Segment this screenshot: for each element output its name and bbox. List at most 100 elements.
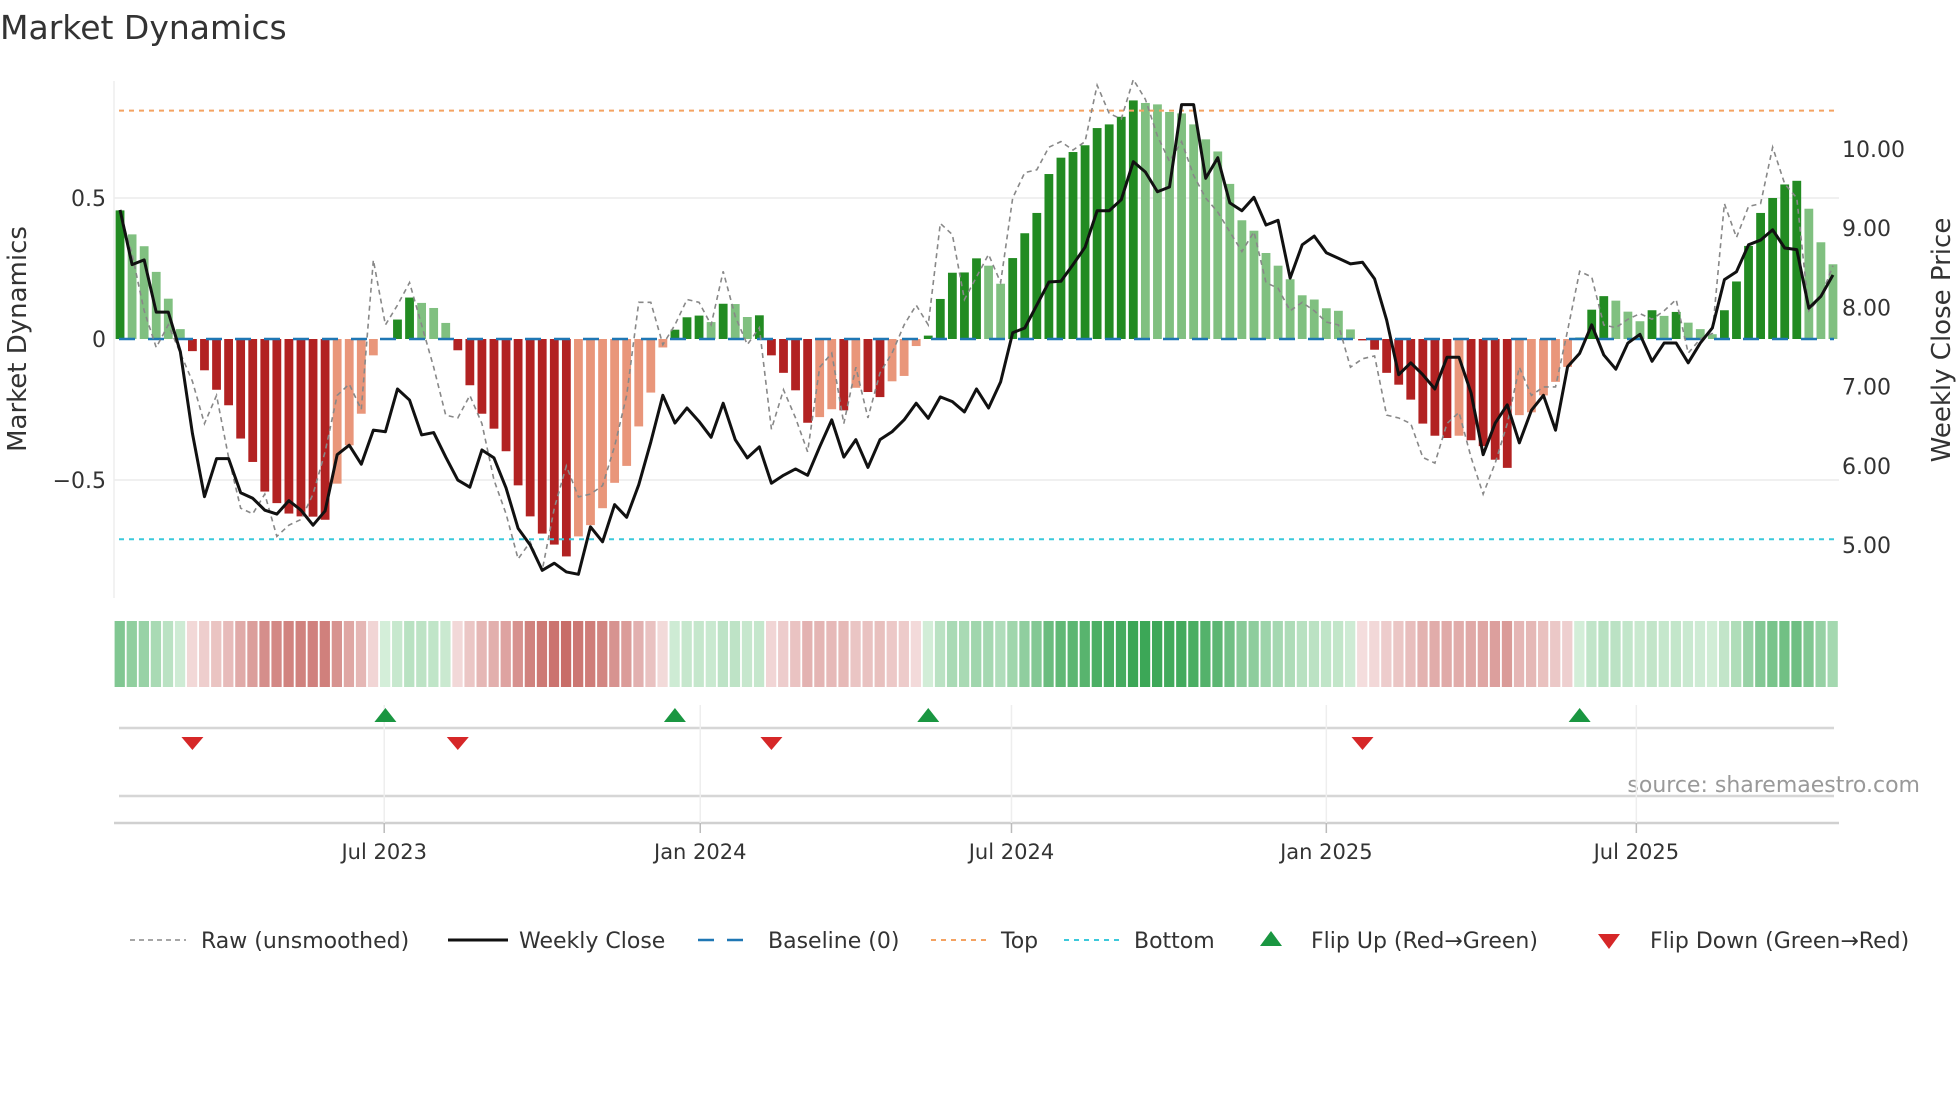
heat-cell [1296,621,1308,687]
momentum-bar [453,339,463,351]
heat-cell [1284,621,1295,687]
momentum-bar [1080,145,1090,339]
heat-cell [476,621,487,687]
heat-cell [1598,621,1609,687]
y2-tick-label: 7.00 [1842,376,1891,401]
flip-up-marker [374,708,397,722]
momentum-bar [163,298,173,339]
heat-cell [488,621,499,687]
momentum-bar [188,339,197,352]
momentum-bar [1792,180,1802,339]
heat-cell [404,621,415,687]
momentum-bar [1297,295,1307,339]
heat-cell [199,621,210,687]
momentum-bar [549,339,559,545]
momentum-bar [694,315,704,339]
momentum-bar [537,339,547,534]
momentum-bar [1237,220,1247,339]
heat-cell [126,621,137,687]
flip-up-marker [917,708,940,722]
heat-cell [331,621,342,687]
momentum-bar [984,265,993,339]
momentum-bar [1020,233,1030,339]
heat-cell [838,621,849,687]
heat-cell [946,621,958,687]
heat-cell [765,621,777,687]
momentum-bar [272,339,282,504]
momentum-bar [1780,184,1790,339]
momentum-bar [1478,339,1488,447]
momentum-bar [1008,258,1018,339]
momentum-bar [1406,339,1416,400]
heat-cell [693,621,704,687]
legend-label: Flip Up (Red→Green) [1311,929,1538,954]
heat-cell [1357,621,1368,687]
momentum-bar [1816,242,1826,339]
y-tick-label: 0.5 [71,187,106,212]
momentum-bar [1068,152,1078,339]
momentum-bar [960,272,969,339]
heat-cell [1417,621,1428,687]
momentum-bar [561,339,571,557]
momentum-bar [296,339,306,517]
gridlines [113,81,1839,598]
momentum-bar [1768,198,1778,339]
heat-cell [162,621,174,687]
momentum-bar [465,339,475,386]
momentum-bar [1177,113,1186,340]
momentum-bar [1563,339,1572,367]
momentum-bar [1358,339,1367,341]
momentum-bar [489,339,499,429]
heat-cell [1176,621,1187,687]
heat-cell [524,621,536,687]
momentum-bar [767,339,776,356]
y-axis-label: Market Dynamics [3,226,33,452]
momentum-bar [1720,310,1729,339]
chart-title: Market Dynamics [0,8,287,47]
momentum-bar [284,339,294,514]
momentum-bar [1551,339,1560,382]
heat-cell [1320,621,1332,687]
heat-cell [1755,621,1766,687]
momentum-bar [598,339,607,509]
legend-label: Top [1000,929,1038,954]
heat-cell [621,621,632,687]
heat-cell [1139,621,1151,687]
momentum-bar [1370,339,1379,350]
heat-cell [1706,621,1718,687]
heat-cell [1272,621,1283,687]
x-tick-label: Jan 2025 [1278,840,1373,864]
series-lines [118,77,1835,576]
legend-item-flip-up: Flip Up (Red→Green) [1260,929,1538,954]
legend-item-bottom: Bottom [1064,929,1215,954]
momentum-bar [477,339,487,414]
heat-cell [1646,621,1657,687]
momentum-bar [525,339,535,517]
heat-cell [307,621,318,687]
heat-cell [995,621,1006,687]
heat-cell [1743,621,1754,687]
heat-cell [1055,621,1066,687]
heat-cell [452,621,463,687]
momentum-bar [1044,174,1054,339]
momentum-bar [200,339,209,371]
heat-cell [1260,621,1271,687]
heat-cell [1791,621,1802,687]
momentum-bar [947,272,957,339]
momentum-bar [1732,281,1741,339]
heat-cell [1007,621,1018,687]
momentum-bar [1321,308,1331,339]
heat-cell [717,621,729,687]
heat-cell [1779,621,1790,687]
momentum-bar [1394,339,1404,385]
heat-cell [428,621,439,687]
heat-cell [778,621,789,687]
momentum-bar [1225,183,1235,339]
heat-cell [1332,621,1344,687]
axes: 0.5 0 −0.5 10.00 9.00 8.00 7.00 6.00 5.00 Jul 202… [53,138,1905,864]
heat-cell [959,621,970,687]
momentum-bar [260,339,270,492]
heat-cell [1019,621,1030,687]
momentum-bar [1514,339,1524,416]
momentum-bar [972,258,981,339]
